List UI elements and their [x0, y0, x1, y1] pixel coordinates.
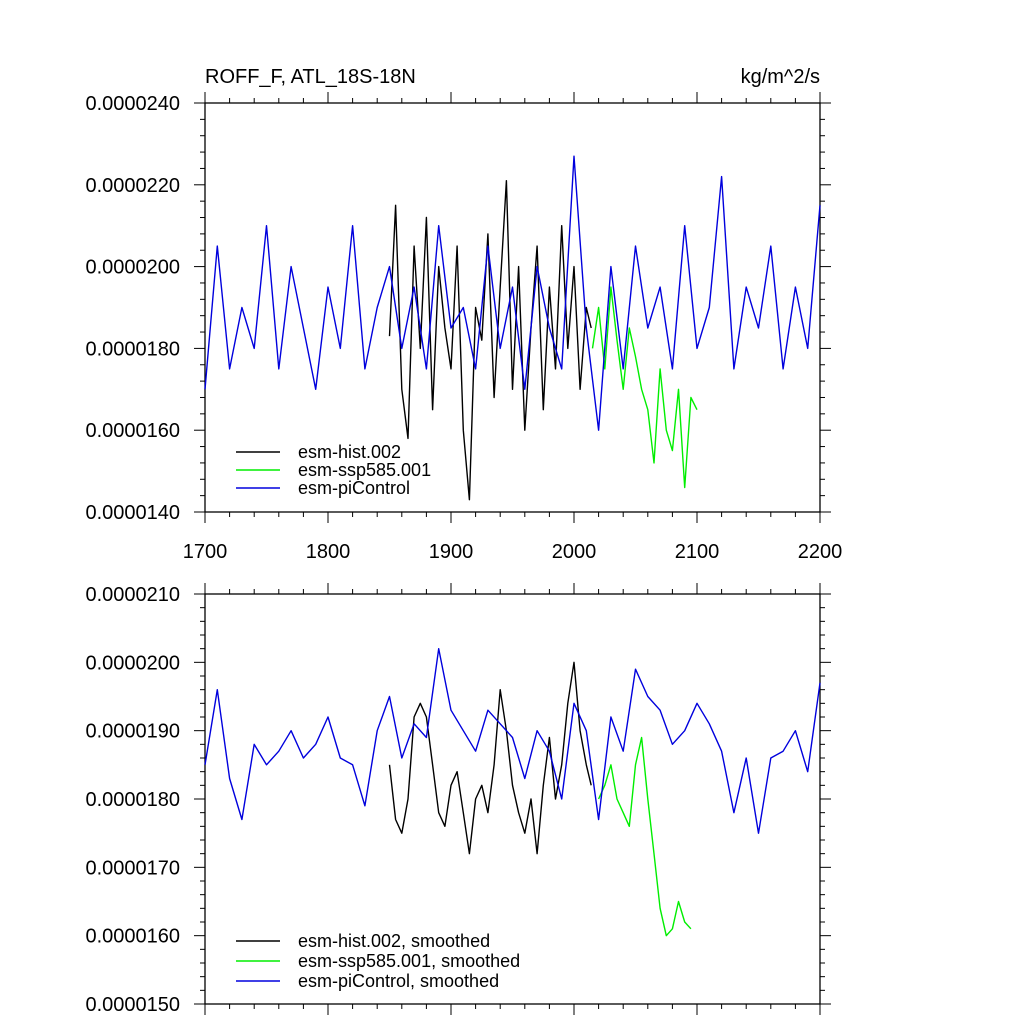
x-tick-label: 1900	[429, 541, 474, 563]
series-line-2	[204, 155, 821, 431]
chart-title: ROFF_F, ATL_18S-18N	[205, 66, 416, 88]
y-tick-label: 0.0000200	[85, 257, 180, 279]
y-tick-label: 0.0000240	[85, 93, 180, 115]
legend-label: esm-ssp585.001	[298, 460, 431, 480]
x-tick-label: 2000	[552, 541, 597, 563]
y-tick-label: 0.0000210	[85, 584, 180, 606]
bottom-panel: 0.0000150 0.0000160 0.0000170 0.0000180 0.00…	[85, 583, 831, 1016]
y-tick-label: 0.0000150	[85, 994, 180, 1016]
units-label: kg/m^2/s	[741, 66, 820, 88]
top-panel: 1700 1800 1900 2000 2100 2200 0.0000140 0.00001…	[85, 66, 842, 563]
y-tick-label: 0.0000140	[85, 502, 180, 524]
legend-label: esm-hist.002	[298, 442, 401, 462]
legend-label: esm-ssp585.001, smoothed	[298, 951, 520, 971]
y-tick-label: 0.0000170	[85, 857, 180, 879]
plot-frame	[204, 102, 821, 513]
y-tick-label: 0.0000180	[85, 789, 180, 811]
series-line-2	[204, 648, 821, 834]
legend-label: esm-hist.002, smoothed	[298, 931, 490, 951]
x-tick-label: 2100	[675, 541, 720, 563]
series-line-0	[388, 179, 592, 501]
y-tick-label: 0.0000200	[85, 652, 180, 674]
y-tick-label: 0.0000220	[85, 175, 180, 197]
y-tick-label: 0.0000160	[85, 420, 180, 442]
legend-label: esm-piControl	[298, 478, 410, 498]
x-tick-label: 1700	[183, 541, 228, 563]
series-line-0	[388, 661, 592, 855]
y-tick-label: 0.0000160	[85, 926, 180, 948]
x-tick-label: 2200	[798, 541, 843, 563]
series-line-1	[591, 286, 698, 489]
y-tick-label: 0.0000190	[85, 721, 180, 743]
y-tick-label: 0.0000180	[85, 338, 180, 360]
legend-label: esm-piControl, smoothed	[298, 971, 499, 991]
x-tick-label: 1800	[306, 541, 351, 563]
series-line-1	[597, 736, 692, 937]
